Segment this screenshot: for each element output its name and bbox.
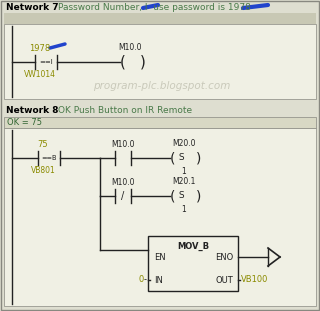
Text: ENO: ENO [215, 253, 233, 262]
Text: (: ( [170, 189, 175, 203]
Text: program-plc.blogspot.com: program-plc.blogspot.com [93, 81, 231, 91]
Text: (: ( [170, 151, 175, 165]
Text: EN: EN [154, 253, 166, 262]
Text: M10.0: M10.0 [118, 43, 142, 52]
Bar [4, 24, 316, 99]
Text: VB801: VB801 [31, 166, 55, 175]
Text: M10.0: M10.0 [111, 178, 135, 187]
Text: Password Number, I  use password is 1978: Password Number, I use password is 1978 [58, 3, 251, 12]
Text: -: - [144, 276, 147, 285]
Text: M20.1: M20.1 [172, 177, 196, 186]
Bar [4, 128, 316, 306]
Text: 1: 1 [182, 205, 186, 214]
Bar [4, 13, 316, 24]
Text: ==B: ==B [41, 155, 57, 161]
Text: IN: IN [154, 276, 163, 285]
Text: MOV_B: MOV_B [177, 242, 209, 251]
Text: OK Push Button on IR Remote: OK Push Button on IR Remote [58, 106, 192, 115]
Text: 1: 1 [182, 167, 186, 176]
Text: ): ) [196, 151, 201, 165]
Text: (: ( [120, 54, 126, 69]
Text: ==I: ==I [39, 59, 53, 65]
Text: /: / [121, 191, 124, 201]
Text: OUT: OUT [215, 276, 233, 285]
Text: ): ) [140, 54, 146, 69]
Text: M20.0: M20.0 [172, 139, 196, 148]
Bar [148, 236, 238, 291]
Text: M10.0: M10.0 [111, 140, 135, 149]
Text: 75: 75 [38, 140, 48, 149]
Text: VW1014: VW1014 [24, 70, 56, 79]
Text: Network 7: Network 7 [6, 3, 59, 12]
Text: ): ) [196, 189, 201, 203]
Text: S: S [176, 154, 188, 163]
Text: 0: 0 [139, 276, 144, 285]
Text: 1978: 1978 [29, 44, 51, 53]
Text: Network 8: Network 8 [6, 106, 59, 115]
Text: VB100: VB100 [241, 276, 268, 285]
Text: S: S [176, 192, 188, 201]
Bar [4, 117, 316, 128]
Text: OK = 75: OK = 75 [7, 118, 42, 127]
